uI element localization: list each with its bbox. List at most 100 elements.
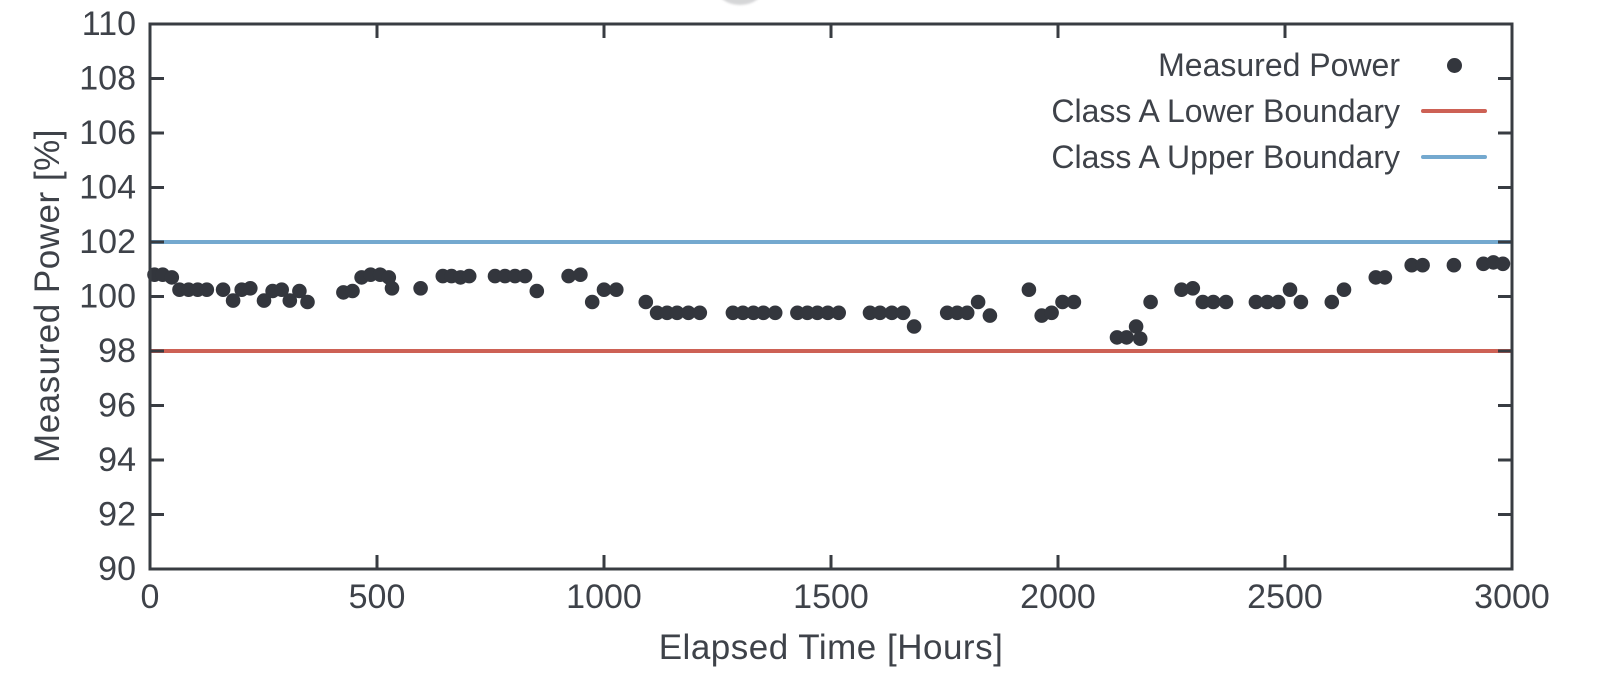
data-point: [831, 305, 846, 321]
data-point: [507, 268, 523, 284]
data-point: [659, 305, 675, 321]
data-point: [345, 283, 360, 299]
data-point: [1293, 294, 1309, 310]
data-point: [884, 305, 900, 321]
x-tick-label: 500: [349, 578, 406, 616]
data-point: [199, 282, 215, 298]
y-tick-label: 92: [98, 496, 136, 534]
data-point: [225, 293, 241, 308]
x-tick-label: 0: [141, 578, 160, 616]
y-tick-label: 106: [79, 114, 136, 152]
data-point: [1282, 282, 1298, 298]
data-point: [1270, 294, 1286, 310]
data-point: [1415, 257, 1430, 273]
data-point: [895, 305, 911, 321]
data-point: [609, 282, 624, 298]
y-tick-label: 96: [98, 387, 136, 425]
data-point: [1260, 294, 1275, 310]
data-point: [215, 282, 231, 298]
data-point: [573, 267, 588, 283]
data-point: [756, 305, 771, 321]
data-point: [982, 308, 998, 323]
data-point: [735, 305, 751, 321]
data-point: [862, 305, 878, 321]
legend-label-measured-power: Measured Power: [1158, 46, 1400, 83]
data-point: [1055, 294, 1070, 310]
data-point: [692, 305, 708, 321]
data-point: [949, 305, 965, 321]
data-point: [529, 283, 545, 299]
data-point: [800, 305, 815, 321]
data-point: [669, 305, 685, 321]
x-tick-label: 2000: [1020, 578, 1096, 616]
data-point: [1195, 294, 1211, 310]
data-point: [274, 282, 290, 298]
data-point: [906, 319, 922, 334]
line-marker-icon: [1421, 109, 1487, 113]
legend-row-measured-power: Measured Power: [1051, 42, 1487, 88]
partial-circle-decoration: [716, 0, 764, 5]
data-point: [820, 305, 836, 321]
data-point: [681, 305, 696, 321]
x-tick-label: 1000: [566, 578, 642, 616]
y-tick-label: 110: [82, 5, 136, 43]
data-point: [243, 281, 258, 296]
data-point: [1377, 270, 1393, 285]
data-point: [1336, 282, 1352, 298]
data-point: [649, 305, 665, 321]
y-tick-label: 90: [98, 550, 136, 588]
data-point: [1404, 257, 1419, 273]
data-point: [497, 268, 513, 284]
y-tick-label: 94: [98, 441, 136, 479]
data-point: [1021, 282, 1037, 298]
data-point: [282, 293, 298, 308]
x-tick-label: 2500: [1247, 578, 1323, 616]
data-point: [1174, 282, 1189, 298]
legend-row-lower-boundary: Class A Lower Boundary: [1051, 88, 1487, 134]
data-point: [872, 305, 888, 321]
data-point: [1248, 294, 1264, 310]
data-point: [1128, 319, 1144, 334]
data-point: [300, 294, 315, 310]
data-point: [461, 268, 477, 284]
data-point: [1185, 281, 1201, 296]
data-point: [561, 268, 576, 284]
data-point: [1495, 256, 1511, 272]
legend-label-upper-boundary: Class A Upper Boundary: [1051, 138, 1400, 175]
data-point: [517, 268, 533, 284]
data-point: [164, 270, 180, 285]
data-point: [1044, 305, 1059, 321]
y-tick-label: 98: [98, 332, 136, 370]
data-point: [725, 305, 741, 321]
line-marker-icon: [1421, 155, 1487, 159]
data-point: [1446, 257, 1462, 273]
data-point: [1132, 331, 1148, 347]
data-point: [810, 305, 825, 321]
data-point: [790, 305, 805, 321]
data-point: [596, 282, 612, 298]
data-point: [1324, 294, 1340, 310]
data-point: [1206, 294, 1221, 310]
y-axis-title: Measured Power [%]: [28, 129, 67, 463]
legend-row-upper-boundary: Class A Upper Boundary: [1051, 134, 1487, 180]
data-point: [384, 281, 400, 296]
data-point: [487, 268, 503, 284]
data-point: [1143, 294, 1158, 310]
legend: Measured Power Class A Lower Boundary Cl…: [1051, 42, 1487, 180]
data-point: [584, 294, 600, 310]
data-point: [413, 281, 428, 296]
y-tick-label: 104: [79, 169, 136, 207]
data-point: [1119, 330, 1134, 345]
scatter-marker-icon: [1421, 57, 1487, 73]
y-tick-label: 100: [79, 278, 136, 316]
data-point: [970, 294, 986, 310]
legend-label-lower-boundary: Class A Lower Boundary: [1051, 92, 1400, 129]
x-tick-label: 3000: [1474, 578, 1550, 616]
data-point: [939, 305, 955, 321]
data-point: [256, 293, 272, 308]
data-point: [767, 305, 783, 321]
x-axis-title: Elapsed Time [Hours]: [658, 628, 1004, 667]
x-tick-label: 1500: [793, 578, 869, 616]
